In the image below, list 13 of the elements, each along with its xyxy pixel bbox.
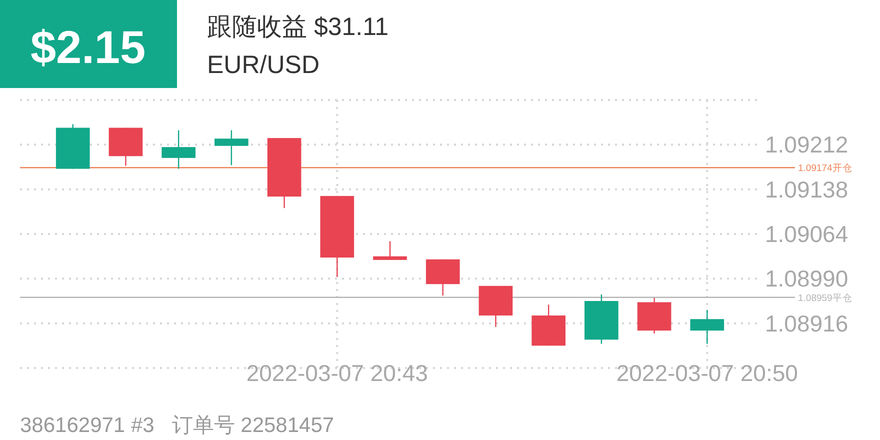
chart-title: 跟随收益 $31.11 <box>207 13 389 41</box>
x-tick-label: 2022-03-07 20:43 <box>246 360 428 386</box>
y-tick-label: 1.09064 <box>765 221 848 247</box>
y-tick-label: 1.09212 <box>765 132 848 158</box>
chart-subtitle: EUR/USD <box>207 51 320 79</box>
ref-line-label: 1.09174开仓 <box>798 162 852 174</box>
text: $2.15 <box>30 21 146 73</box>
y-tick-label: 1.09138 <box>765 176 848 202</box>
x-tick-label: 2022-03-07 20:50 <box>616 360 798 386</box>
ref-line-label: 1.08959平仓 <box>798 292 852 304</box>
text: 386162971 #3 订单号 22581457 <box>20 414 334 437</box>
y-tick-label: 1.08990 <box>765 266 848 292</box>
y-tick-label: 1.08916 <box>765 310 848 336</box>
